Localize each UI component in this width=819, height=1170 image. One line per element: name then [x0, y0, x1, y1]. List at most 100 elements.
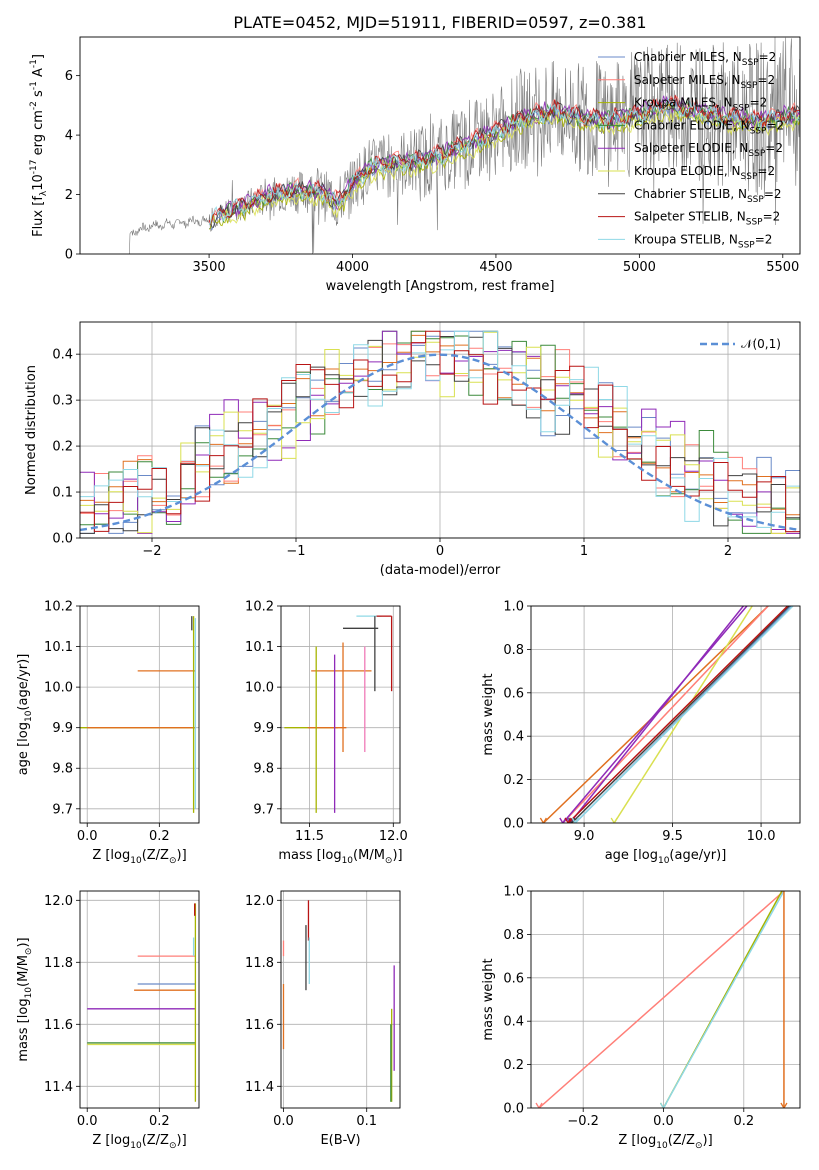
plot-area — [531, 891, 800, 1108]
y-tick-label: 11.6 — [44, 1018, 73, 1033]
axes-age-vs-Z: 0.0 0.2 9.7 9.8 9.9 10.0 10.1 10.2 Z [log10​(Z/Z… — [16, 600, 200, 866]
weight-marker — [659, 1102, 668, 1108]
x-tick-label: 0.0 — [273, 1114, 294, 1129]
y-tick-label: 0.0 — [503, 817, 524, 832]
y-axis-label: Flux [fλ​10-17​ erg cm-2​ s-1​ A-1​] — [29, 54, 49, 237]
x-tick-label: 0.1 — [356, 1114, 377, 1129]
y-tick-label: 0.4 — [503, 730, 524, 745]
x-axis-label: Z [log10​(Z/Z⊙​)] — [618, 1133, 712, 1151]
x-tick-label: 1 — [580, 544, 588, 559]
axes-frame — [530, 890, 801, 1109]
weight-marker — [539, 817, 547, 823]
x-tick-label: 3500 — [193, 260, 226, 275]
x-tick-label: −1 — [286, 544, 305, 559]
weight-line-5 — [571, 606, 790, 823]
y-tick-label: 0.4 — [52, 348, 73, 363]
weight-marker — [559, 817, 567, 823]
y-tick-label: 1.0 — [503, 885, 524, 900]
x-tick-label: 9.5 — [662, 829, 683, 844]
y-axis-label: age [log10​(age/yr)] — [16, 654, 34, 776]
y-tick-label: 10.1 — [44, 640, 73, 655]
y-tick-label: 11.8 — [44, 956, 73, 971]
legend-label: Chabrier MILES, NSSP​=2 — [634, 50, 776, 68]
y-tick-label: 10.0 — [245, 681, 274, 696]
y-tick-label: 0.1 — [52, 486, 73, 501]
x-tick-label: 0 — [436, 544, 444, 559]
x-axis-label: Z [log10​(Z/Z⊙​)] — [92, 1133, 186, 1151]
chart-title: PLATE=0452, MJD=51911, FIBERID=0597, z=0… — [233, 13, 646, 32]
y-tick-label: 11.4 — [245, 1080, 274, 1095]
y-tick-label: 9.9 — [253, 721, 274, 736]
x-axis-label: wavelength [Angstrom, rest frame] — [326, 279, 555, 294]
x-tick-label: 10.0 — [747, 829, 776, 844]
legend-label: Kroupa STELIB, NSSP​=2 — [634, 232, 772, 250]
weight-marker — [780, 1102, 788, 1108]
x-tick-label: 4500 — [479, 260, 512, 275]
axes-spectrum: 3500 4000 4500 5000 5500 0 2 4 6 wavelength [Angs… — [29, 36, 801, 294]
y-tick-label: 9.8 — [253, 762, 274, 777]
legend-label: Kroupa ELODIE, NSSP​=2 — [634, 164, 775, 182]
y-tick-label: 0 — [65, 248, 73, 263]
x-axis-label: mass [log10​(M/M⊙​)] — [278, 848, 402, 866]
histogram-0 — [80, 330, 800, 534]
x-tick-label: 0.2 — [149, 1114, 170, 1129]
weight-line-0 — [538, 891, 785, 1108]
axes-frame — [79, 605, 200, 824]
y-tick-label: 0.8 — [503, 643, 524, 658]
x-axis-label: (data-model)/error — [380, 563, 501, 578]
y-tick-label: 12.0 — [245, 894, 274, 909]
x-axis-label: E(B-V) — [320, 1133, 360, 1148]
weight-line-2 — [662, 891, 785, 1108]
y-tick-label: 10.2 — [245, 600, 274, 615]
x-tick-label: 5000 — [623, 260, 656, 275]
weight-line-1 — [562, 606, 769, 823]
plot-area — [128, 37, 800, 254]
weight-line-6 — [567, 606, 789, 823]
legend-label: Salpeter STELIB, NSSP​=2 — [634, 210, 780, 228]
y-tick-label: 0.2 — [52, 440, 73, 455]
x-axis-label: Z [log10​(Z/Z⊙​)] — [92, 848, 186, 866]
weight-line-3 — [569, 606, 744, 823]
axes-frame — [280, 890, 401, 1109]
plot-area — [80, 891, 199, 1108]
axes-residuals: −2 −1 0 1 2 0.0 0.1 0.2 0.3 0.4 (data-model)/error… — [24, 321, 801, 578]
axes-frame — [79, 321, 801, 539]
y-axis-label: Normed distribution — [24, 365, 39, 495]
axes-frame — [79, 36, 801, 255]
y-tick-label: 11.8 — [245, 956, 274, 971]
plot-area — [281, 606, 400, 823]
y-axis-label: mass [log10​(M/M⊙​)] — [16, 937, 34, 1061]
model-line-8 — [208, 97, 800, 226]
y-tick-label: 0.8 — [503, 928, 524, 943]
x-tick-label: 11.5 — [295, 829, 324, 844]
x-tick-label: 0.2 — [733, 1114, 754, 1129]
y-tick-label: 0.2 — [503, 773, 524, 788]
x-axis-label: age [log10​(age/yr)] — [605, 848, 727, 866]
y-tick-label: 9.8 — [52, 762, 73, 777]
weight-line-2 — [562, 606, 748, 823]
weight-marker — [564, 817, 572, 823]
x-tick-label: 5500 — [766, 260, 799, 275]
plot-area — [80, 322, 800, 538]
plot-area — [80, 606, 199, 823]
axes-frame — [280, 605, 401, 824]
model-line-3 — [220, 98, 800, 223]
model-line-5 — [220, 106, 800, 224]
axes-mass-vs-ebv: 0.0 0.1 11.4 11.6 11.8 12.0 E(B-V) — [245, 890, 401, 1148]
y-tick-label: 0.0 — [503, 1102, 524, 1117]
x-tick-label: 0.2 — [149, 829, 170, 844]
y-tick-label: 1.0 — [503, 600, 524, 615]
x-tick-label: −0.2 — [567, 1114, 599, 1129]
legend-label: Kroupa MILES, NSSP​=2 — [634, 96, 767, 114]
x-tick-label: 0.0 — [77, 829, 98, 844]
x-tick-label: −2 — [142, 544, 161, 559]
y-tick-label: 2 — [65, 188, 73, 203]
x-tick-label: 0.0 — [77, 1114, 98, 1129]
y-tick-label: 12.0 — [44, 894, 73, 909]
y-tick-label: 0.6 — [503, 971, 524, 986]
y-tick-label: 0.4 — [503, 1015, 524, 1030]
x-tick-label: 0.0 — [653, 1114, 674, 1129]
y-tick-label: 6 — [65, 69, 73, 84]
y-tick-label: 9.7 — [253, 802, 274, 817]
